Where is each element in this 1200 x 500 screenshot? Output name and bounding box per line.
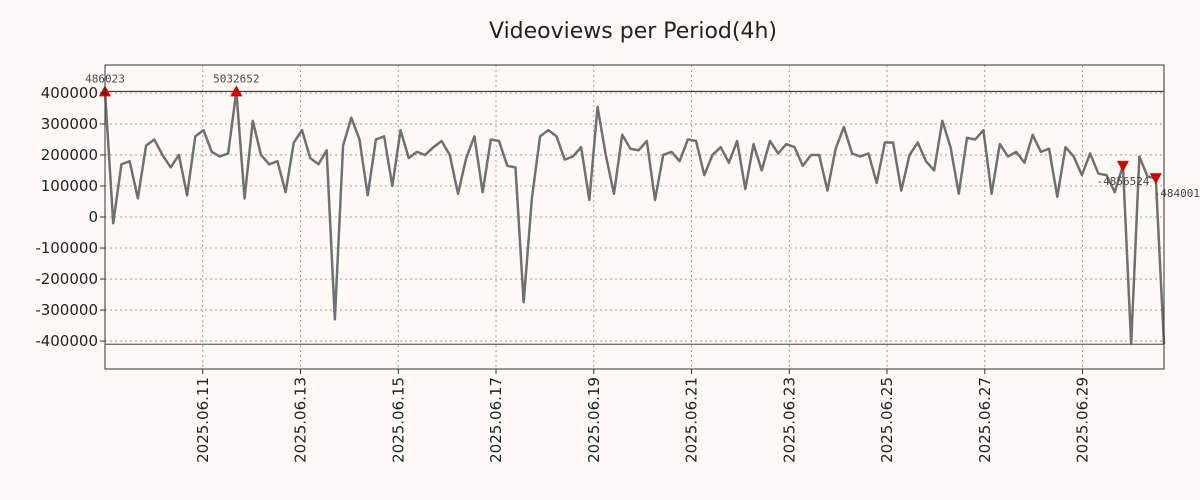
x-tick-label: 2025.06.27 <box>976 377 994 463</box>
y-tick-label: 300000 <box>41 115 98 133</box>
y-tick-label: 100000 <box>41 177 98 195</box>
chart-title: Videoviews per Period(4h) <box>489 19 777 44</box>
x-tick-label: 2025.06.17 <box>487 377 505 463</box>
min-marker <box>1116 160 1129 172</box>
y-axis-ticks: 400000 300000 200000 100000 0 -100000 -200000 -… <box>35 84 105 350</box>
series-line-videoviews <box>103 90 1166 346</box>
y-tick-label: -300000 <box>35 301 98 319</box>
x-axis-ticks: 2025.06.11 2025.06.13 2025.06.15 2025.06.17… <box>194 369 1092 463</box>
min-marker <box>1149 173 1162 185</box>
y-tick-label: -100000 <box>35 239 98 257</box>
x-tick-label: 2025.06.21 <box>683 377 701 463</box>
min-value-label: -4856524 <box>1096 175 1149 188</box>
max-value-label: 5032652 <box>213 72 259 85</box>
x-tick-label: 2025.06.13 <box>292 377 310 463</box>
y-tick-label: -200000 <box>35 270 98 288</box>
y-tick-label: 200000 <box>41 146 98 164</box>
x-tick-label: 2025.06.11 <box>194 377 212 463</box>
y-tick-label: -400000 <box>35 332 98 350</box>
x-tick-label: 2025.06.29 <box>1074 377 1092 463</box>
x-tick-label: 2025.06.23 <box>780 377 798 463</box>
y-tick-label: 400000 <box>41 84 98 102</box>
grid <box>105 65 1164 369</box>
reference-lines <box>105 90 1164 345</box>
plot-area-frame <box>104 64 1165 370</box>
max-marker <box>230 85 243 97</box>
x-tick-label: 2025.06.15 <box>389 377 407 463</box>
x-tick-label: 2025.06.25 <box>878 377 896 463</box>
y-tick-label: 0 <box>88 208 98 226</box>
min-value-label: -484001 <box>1154 187 1200 200</box>
x-tick-label: 2025.06.19 <box>585 377 603 463</box>
series-group <box>103 90 1166 346</box>
